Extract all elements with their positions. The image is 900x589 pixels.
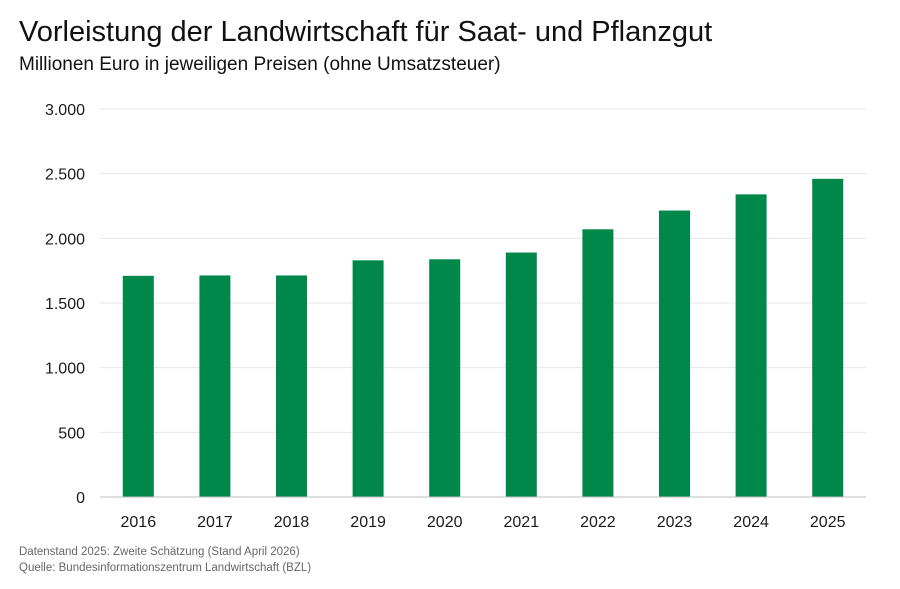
y-tick-label: 1.500 — [45, 296, 85, 313]
y-tick-label: 1.000 — [45, 361, 85, 378]
bar-2024 — [735, 194, 767, 498]
x-tick-label: 2016 — [121, 514, 157, 531]
x-tick-label: 2019 — [350, 514, 386, 531]
x-tick-label: 2018 — [274, 514, 310, 531]
x-axis-tick-labels: 2016 2017 2018 2019 2020 2021 2022 2023 2024 2025 — [121, 514, 846, 531]
y-tick-label: 3.000 — [45, 102, 85, 119]
data-status-note: Datenstand 2025: Zweite Schätzung (Stand… — [19, 546, 300, 558]
bar-2022 — [582, 229, 614, 497]
y-tick-label: 500 — [58, 425, 85, 442]
x-tick-label: 2022 — [580, 514, 616, 531]
bars — [122, 178, 844, 498]
chart-title: Vorleistung der Landwirtschaft für Saat-… — [19, 16, 713, 48]
x-tick-label: 2017 — [197, 514, 233, 531]
bar-2017 — [199, 275, 231, 497]
x-tick-label: 2025 — [810, 514, 846, 531]
source-note: Quelle: Bundesinformationszentrum Landwi… — [19, 562, 312, 574]
x-tick-label: 2020 — [427, 514, 463, 531]
bar-2018 — [276, 275, 307, 497]
y-tick-label: 2.000 — [45, 231, 85, 248]
bar-2019 — [352, 260, 384, 497]
bar-2025 — [812, 178, 844, 497]
bar-2016 — [122, 275, 154, 497]
x-tick-label: 2023 — [657, 514, 693, 531]
x-tick-label: 2021 — [504, 514, 540, 531]
x-tick-label: 2024 — [733, 514, 769, 531]
chart-subtitle: Millionen Euro in jeweiligen Preisen (oh… — [19, 54, 501, 75]
y-axis-tick-labels: 0 500 1.000 1.500 2.000 2.500 3.000 — [45, 102, 85, 507]
bar-2020 — [429, 259, 461, 497]
y-tick-label: 0 — [76, 490, 85, 507]
y-tick-label: 2.500 — [45, 167, 85, 184]
bar-2021 — [505, 252, 537, 497]
bar-2023 — [659, 210, 690, 497]
